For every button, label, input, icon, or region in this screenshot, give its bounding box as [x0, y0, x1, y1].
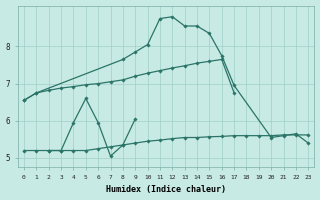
X-axis label: Humidex (Indice chaleur): Humidex (Indice chaleur)	[106, 185, 226, 194]
